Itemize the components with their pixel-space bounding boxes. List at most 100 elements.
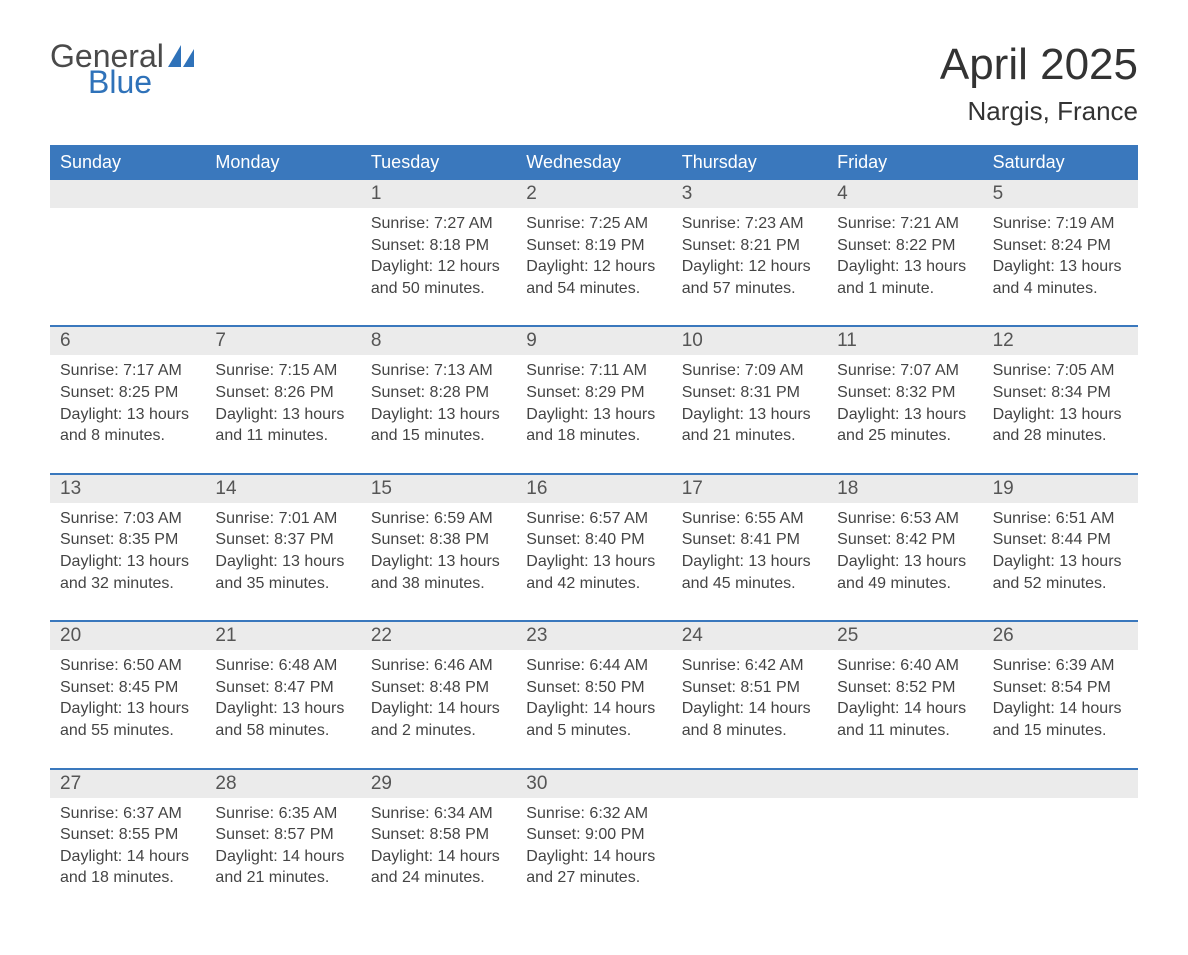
daylight1-text: Daylight: 13 hours <box>60 698 195 720</box>
sunset-text: Sunset: 8:44 PM <box>993 529 1128 551</box>
day-cell: Sunrise: 6:51 AMSunset: 8:44 PMDaylight:… <box>983 503 1138 620</box>
sunrise-text: Sunrise: 6:37 AM <box>60 803 195 825</box>
sunrise-text: Sunrise: 7:17 AM <box>60 360 195 382</box>
day-number: 22 <box>361 622 516 650</box>
daylight1-text: Daylight: 13 hours <box>371 551 506 573</box>
sunrise-text: Sunrise: 7:27 AM <box>371 213 506 235</box>
day-cell: Sunrise: 7:07 AMSunset: 8:32 PMDaylight:… <box>827 355 982 472</box>
daylight1-text: Daylight: 14 hours <box>215 846 350 868</box>
sunrise-text: Sunrise: 7:05 AM <box>993 360 1128 382</box>
sunset-text: Sunset: 8:21 PM <box>682 235 817 257</box>
daylight2-text: and 50 minutes. <box>371 278 506 300</box>
day-number: 15 <box>361 475 516 503</box>
sunrise-text: Sunrise: 7:07 AM <box>837 360 972 382</box>
daylight1-text: Daylight: 13 hours <box>837 404 972 426</box>
day-cell <box>672 798 827 915</box>
day-cell: Sunrise: 7:19 AMSunset: 8:24 PMDaylight:… <box>983 208 1138 325</box>
daylight2-text: and 54 minutes. <box>526 278 661 300</box>
day-cell: Sunrise: 6:35 AMSunset: 8:57 PMDaylight:… <box>205 798 360 915</box>
daylight2-text: and 18 minutes. <box>60 867 195 889</box>
day-cell: Sunrise: 6:50 AMSunset: 8:45 PMDaylight:… <box>50 650 205 767</box>
day-number <box>672 770 827 798</box>
day-cell: Sunrise: 6:46 AMSunset: 8:48 PMDaylight:… <box>361 650 516 767</box>
calendar-week: 20212223242526Sunrise: 6:50 AMSunset: 8:… <box>50 620 1138 767</box>
calendar-week: 13141516171819Sunrise: 7:03 AMSunset: 8:… <box>50 473 1138 620</box>
day-number-row: 20212223242526 <box>50 622 1138 650</box>
day-cell: Sunrise: 6:40 AMSunset: 8:52 PMDaylight:… <box>827 650 982 767</box>
sunrise-text: Sunrise: 6:57 AM <box>526 508 661 530</box>
sunset-text: Sunset: 8:32 PM <box>837 382 972 404</box>
day-number: 28 <box>205 770 360 798</box>
day-cell: Sunrise: 6:53 AMSunset: 8:42 PMDaylight:… <box>827 503 982 620</box>
sunrise-text: Sunrise: 6:40 AM <box>837 655 972 677</box>
sunset-text: Sunset: 8:35 PM <box>60 529 195 551</box>
daylight1-text: Daylight: 13 hours <box>215 551 350 573</box>
sunrise-text: Sunrise: 6:46 AM <box>371 655 506 677</box>
daylight2-text: and 45 minutes. <box>682 573 817 595</box>
day-number: 26 <box>983 622 1138 650</box>
weekday-header: Friday <box>827 145 982 180</box>
sunrise-text: Sunrise: 7:09 AM <box>682 360 817 382</box>
sunset-text: Sunset: 8:50 PM <box>526 677 661 699</box>
daylight1-text: Daylight: 14 hours <box>526 846 661 868</box>
sunrise-text: Sunrise: 6:55 AM <box>682 508 817 530</box>
daylight2-text: and 28 minutes. <box>993 425 1128 447</box>
sunset-text: Sunset: 8:54 PM <box>993 677 1128 699</box>
calendar-week: 6789101112Sunrise: 7:17 AMSunset: 8:25 P… <box>50 325 1138 472</box>
daylight2-text: and 11 minutes. <box>837 720 972 742</box>
sunset-text: Sunset: 8:58 PM <box>371 824 506 846</box>
day-number: 29 <box>361 770 516 798</box>
day-number-row: 12345 <box>50 180 1138 208</box>
daylight2-text: and 5 minutes. <box>526 720 661 742</box>
day-number-row: 13141516171819 <box>50 475 1138 503</box>
sunset-text: Sunset: 8:37 PM <box>215 529 350 551</box>
day-number: 25 <box>827 622 982 650</box>
daylight1-text: Daylight: 14 hours <box>837 698 972 720</box>
sunrise-text: Sunrise: 6:50 AM <box>60 655 195 677</box>
weekday-header: Tuesday <box>361 145 516 180</box>
sunset-text: Sunset: 8:40 PM <box>526 529 661 551</box>
weekday-header: Monday <box>205 145 360 180</box>
sunrise-text: Sunrise: 7:15 AM <box>215 360 350 382</box>
daylight2-text: and 52 minutes. <box>993 573 1128 595</box>
daylight1-text: Daylight: 13 hours <box>526 404 661 426</box>
day-number: 1 <box>361 180 516 208</box>
sunset-text: Sunset: 8:51 PM <box>682 677 817 699</box>
day-number: 3 <box>672 180 827 208</box>
sunrise-text: Sunrise: 6:34 AM <box>371 803 506 825</box>
day-number: 19 <box>983 475 1138 503</box>
sunrise-text: Sunrise: 6:53 AM <box>837 508 972 530</box>
day-cell: Sunrise: 7:01 AMSunset: 8:37 PMDaylight:… <box>205 503 360 620</box>
day-number: 23 <box>516 622 671 650</box>
daylight2-text: and 1 minute. <box>837 278 972 300</box>
daylight2-text: and 24 minutes. <box>371 867 506 889</box>
sunset-text: Sunset: 8:52 PM <box>837 677 972 699</box>
sunset-text: Sunset: 9:00 PM <box>526 824 661 846</box>
day-number: 2 <box>516 180 671 208</box>
sunset-text: Sunset: 8:38 PM <box>371 529 506 551</box>
day-cell: Sunrise: 6:44 AMSunset: 8:50 PMDaylight:… <box>516 650 671 767</box>
day-cell: Sunrise: 7:09 AMSunset: 8:31 PMDaylight:… <box>672 355 827 472</box>
daylight1-text: Daylight: 13 hours <box>837 551 972 573</box>
day-number: 9 <box>516 327 671 355</box>
sunrise-text: Sunrise: 7:23 AM <box>682 213 817 235</box>
weekday-header: Saturday <box>983 145 1138 180</box>
sunrise-text: Sunrise: 6:32 AM <box>526 803 661 825</box>
sunrise-text: Sunrise: 6:59 AM <box>371 508 506 530</box>
daylight1-text: Daylight: 13 hours <box>837 256 972 278</box>
daylight1-text: Daylight: 12 hours <box>526 256 661 278</box>
daylight2-text: and 21 minutes. <box>215 867 350 889</box>
weekday-header: Wednesday <box>516 145 671 180</box>
sunset-text: Sunset: 8:28 PM <box>371 382 506 404</box>
sunrise-text: Sunrise: 6:35 AM <box>215 803 350 825</box>
day-cell: Sunrise: 6:48 AMSunset: 8:47 PMDaylight:… <box>205 650 360 767</box>
sunset-text: Sunset: 8:24 PM <box>993 235 1128 257</box>
daylight1-text: Daylight: 14 hours <box>526 698 661 720</box>
daylight2-text: and 49 minutes. <box>837 573 972 595</box>
day-cell: Sunrise: 7:11 AMSunset: 8:29 PMDaylight:… <box>516 355 671 472</box>
day-cell <box>827 798 982 915</box>
sunrise-text: Sunrise: 6:42 AM <box>682 655 817 677</box>
daylight2-text: and 15 minutes. <box>371 425 506 447</box>
day-cell <box>205 208 360 325</box>
calendar: Sunday Monday Tuesday Wednesday Thursday… <box>50 145 1138 915</box>
